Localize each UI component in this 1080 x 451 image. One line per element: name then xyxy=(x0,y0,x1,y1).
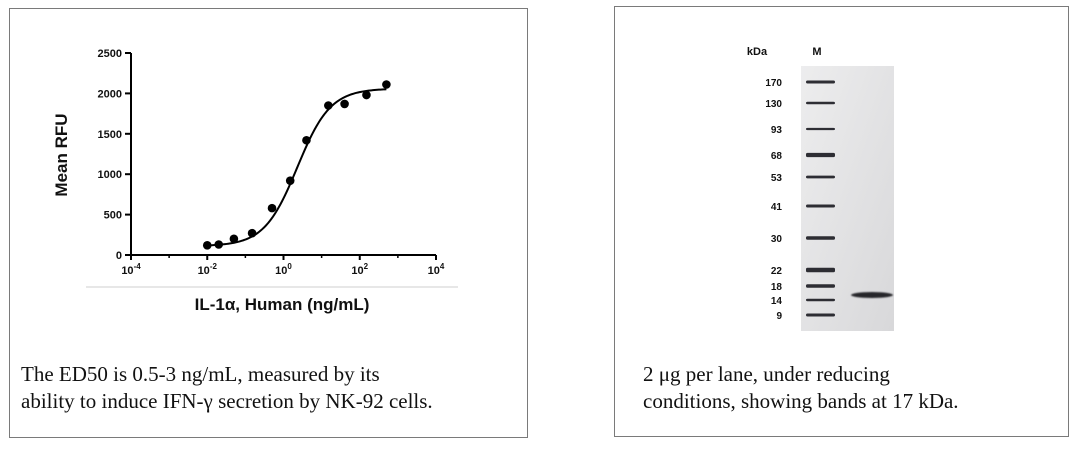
data-point xyxy=(382,80,391,89)
x-tick-label: 10-2 xyxy=(198,262,218,277)
y-tick-label: 0 xyxy=(116,250,122,262)
sample-band xyxy=(851,292,893,298)
data-point xyxy=(324,101,333,110)
data-point xyxy=(247,228,257,238)
gel-caption: 2 μg per lane, under reducing conditions… xyxy=(643,361,959,415)
x-tick-label: 10-4 xyxy=(121,262,141,277)
y-tick-label: 500 xyxy=(104,210,122,222)
marker-ladder: 170 130 93 68 53 41 30 22 18 14 9 xyxy=(765,78,835,322)
marker-kda-label: 22 xyxy=(771,266,783,277)
marker-kda-label: 130 xyxy=(765,99,782,110)
marker-kda-label: 93 xyxy=(771,125,783,136)
marker-kda-label: 9 xyxy=(776,311,782,322)
y-tick-label: 2500 xyxy=(98,48,122,60)
marker-kda-label: 14 xyxy=(771,296,783,307)
data-point xyxy=(202,241,212,250)
data-point xyxy=(285,176,295,185)
marker-band xyxy=(806,236,835,240)
x-tick-label: 102 xyxy=(351,262,368,277)
x-axis-label: IL-1α, Human (ng/mL) xyxy=(195,295,370,314)
data-point xyxy=(214,240,224,249)
marker-kda-label: 30 xyxy=(771,234,783,245)
bioactivity-caption: The ED50 is 0.5-3 ng/mL, measured by its… xyxy=(21,361,433,415)
marker-kda-label: 41 xyxy=(771,202,783,213)
data-point xyxy=(229,234,239,244)
gel-image: kDa M 170 130 93 68 53 41 30 22 18 14 9 xyxy=(747,46,894,331)
caption-line: conditions, showing bands at 17 kDa. xyxy=(643,389,959,413)
marker-band xyxy=(806,127,835,131)
marker-kda-label: 68 xyxy=(771,151,783,162)
caption-line: 2 μg per lane, under reducing xyxy=(643,362,890,386)
marker-kda-label: 53 xyxy=(771,173,783,184)
marker-band xyxy=(806,313,835,317)
marker-kda-label: 18 xyxy=(771,282,783,293)
caption-line: The ED50 is 0.5-3 ng/mL, measured by its xyxy=(21,362,380,386)
x-axis: 10-4 10-2 100 102 104 xyxy=(86,254,458,288)
fit-curve xyxy=(207,88,387,247)
y-tick-label: 2000 xyxy=(98,88,122,100)
bioactivity-panel: 0 500 1000 1500 2000 2500 10-4 10-2 100 102 104 M… xyxy=(9,8,528,438)
data-point xyxy=(362,90,371,100)
kda-header: kDa xyxy=(747,46,768,58)
y-axis-label: Mean RFU xyxy=(52,113,71,196)
data-point xyxy=(340,99,349,109)
marker-band xyxy=(806,284,835,288)
data-point xyxy=(267,203,277,213)
marker-band xyxy=(806,101,835,105)
marker-band xyxy=(806,80,835,84)
data-point xyxy=(302,135,311,145)
lane-label-marker: M xyxy=(812,46,821,58)
y-tick-label: 1000 xyxy=(98,169,122,181)
marker-band xyxy=(806,175,835,179)
marker-kda-label: 170 xyxy=(765,78,782,89)
caption-line: ability to induce IFN-γ secretion by NK-… xyxy=(21,389,433,413)
marker-band xyxy=(806,267,835,273)
marker-band xyxy=(806,204,835,208)
x-tick-label: 104 xyxy=(428,262,445,277)
y-tick-label: 1500 xyxy=(98,129,122,141)
marker-band xyxy=(806,152,835,158)
y-axis: 0 500 1000 1500 2000 2500 xyxy=(98,48,132,262)
x-tick-label: 100 xyxy=(275,262,292,277)
data-points xyxy=(202,80,391,250)
gel-background xyxy=(801,66,894,331)
marker-band xyxy=(806,298,835,302)
dose-response-chart: 0 500 1000 1500 2000 2500 10-4 10-2 100 102 104 M… xyxy=(52,48,458,314)
sds-page-panel: kDa M 170 130 93 68 53 41 30 22 18 14 9 2 μg per l… xyxy=(614,6,1069,437)
